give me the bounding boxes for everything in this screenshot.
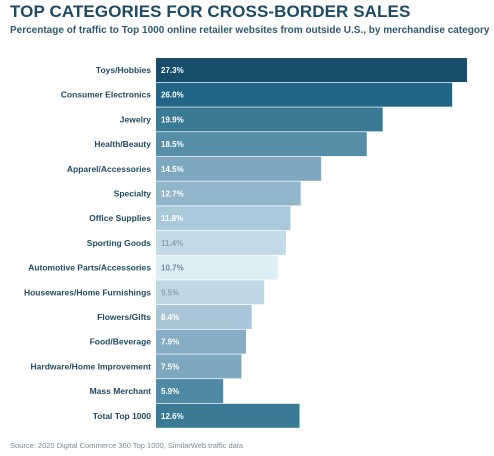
value-label: 12.6% <box>161 412 184 421</box>
value-label: 5.9% <box>161 387 179 396</box>
category-label: Office Supplies <box>89 213 151 223</box>
bar-4 <box>156 156 322 181</box>
category-label: Consumer Electronics <box>61 90 151 100</box>
category-label: Total Top 1000 <box>93 411 152 421</box>
category-label: Automotive Parts/Accessories <box>28 263 151 273</box>
value-label: 11.4% <box>161 239 183 248</box>
value-label: 9.5% <box>161 288 179 297</box>
bar-1 <box>156 82 453 107</box>
bar-12 <box>156 354 242 379</box>
category-label: Health/Beauty <box>94 139 151 149</box>
value-label: 10.7% <box>161 264 184 273</box>
chart-title: TOP CATEGORIES FOR CROSS-BORDER SALES <box>10 2 411 21</box>
value-label: 11.8% <box>161 214 183 223</box>
category-label: Jewelry <box>120 114 151 124</box>
bar-2 <box>156 107 383 132</box>
value-label: 14.5% <box>161 165 184 174</box>
bar-0 <box>156 58 467 82</box>
source-note: Source: 2020 Digital Commerce 360 Top 10… <box>10 441 244 450</box>
category-label: Food/Beverage <box>90 337 152 347</box>
category-label: Hardware/Home Improvement <box>31 361 152 371</box>
value-label: 27.3% <box>161 66 184 75</box>
bar-3 <box>156 132 367 157</box>
bar-14 <box>156 403 300 428</box>
value-label: 26.0% <box>161 91 184 100</box>
category-label: Housewares/Home Furnishings <box>24 287 151 297</box>
chart-subtitle: Percentage of traffic to Top 1000 online… <box>10 25 490 36</box>
bar-13 <box>156 379 224 404</box>
value-label: 7.9% <box>161 338 179 347</box>
category-label: Specialty <box>114 189 152 199</box>
category-label: Flowers/Gifts <box>97 312 151 322</box>
value-label: 8.4% <box>161 313 179 322</box>
value-label: 7.5% <box>161 362 179 371</box>
category-label: Toys/Hobbies <box>96 65 151 75</box>
category-label: Apparel/Accessories <box>67 164 151 174</box>
bar-9 <box>156 280 265 305</box>
bar-10 <box>156 305 252 329</box>
category-label: Sporting Goods <box>87 238 151 248</box>
bar-11 <box>156 329 246 354</box>
bar-5 <box>156 181 301 206</box>
value-label: 19.9% <box>161 115 184 124</box>
bar-6 <box>156 206 291 231</box>
bar-8 <box>156 255 278 280</box>
value-label: 18.5% <box>161 140 184 149</box>
bar-7 <box>156 230 286 255</box>
category-label: Mass Merchant <box>90 386 152 396</box>
value-label: 12.7% <box>161 190 184 199</box>
